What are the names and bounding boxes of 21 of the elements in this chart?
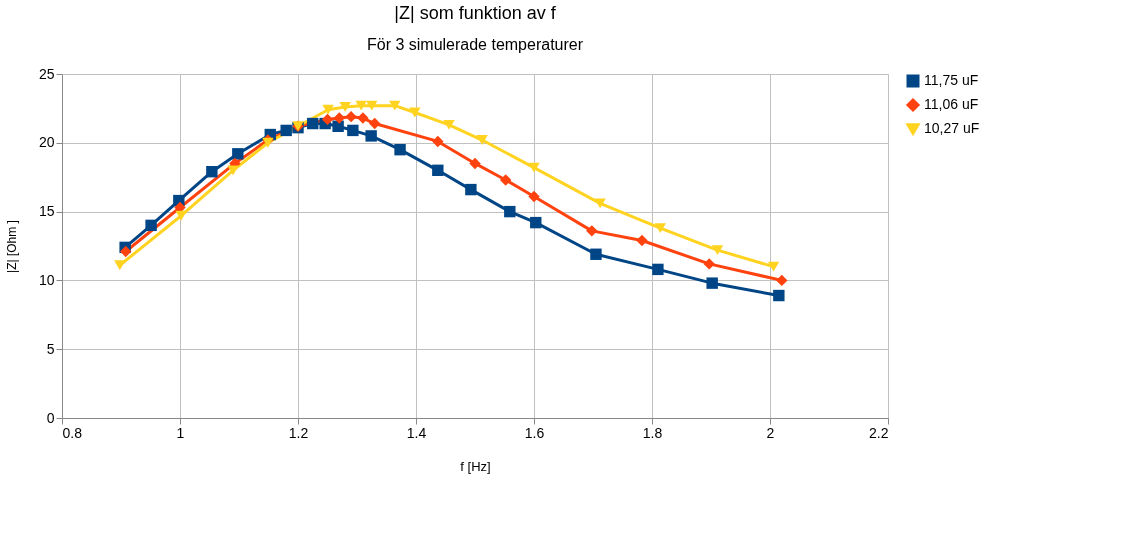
x-tick-label: 2.2: [869, 424, 889, 441]
x-axis-title: f [Hz]: [460, 458, 491, 474]
y-tick-label: 20: [38, 134, 55, 151]
x-tick-label: 1.6: [524, 424, 545, 441]
x-tick-label: 1.8: [642, 424, 663, 441]
x-tick-label: 2: [766, 424, 775, 441]
y-tick-label: 0: [46, 409, 55, 426]
x-tick-label: 1.4: [406, 424, 427, 441]
x-tick-label: 0.8: [62, 424, 83, 441]
y-axis-title: |Z| [Ohm ]: [4, 220, 19, 273]
legend-label: 11,75 uF: [924, 72, 979, 88]
chart-subtitle: För 3 simulerade temperaturer: [366, 36, 584, 53]
y-tick-label: 5: [46, 340, 55, 357]
y-tick-label: 10: [38, 271, 55, 288]
y-tick-label: 15: [38, 203, 55, 220]
x-tick-label: 1.2: [288, 424, 309, 441]
legend-label: 11,06 uF: [924, 96, 979, 112]
legend-label: 10,27 uF: [924, 120, 980, 136]
y-tick-label: 25: [38, 65, 55, 82]
x-tick-label: 1: [176, 424, 185, 441]
chart-title: |Z| som funktion av f: [394, 3, 557, 23]
